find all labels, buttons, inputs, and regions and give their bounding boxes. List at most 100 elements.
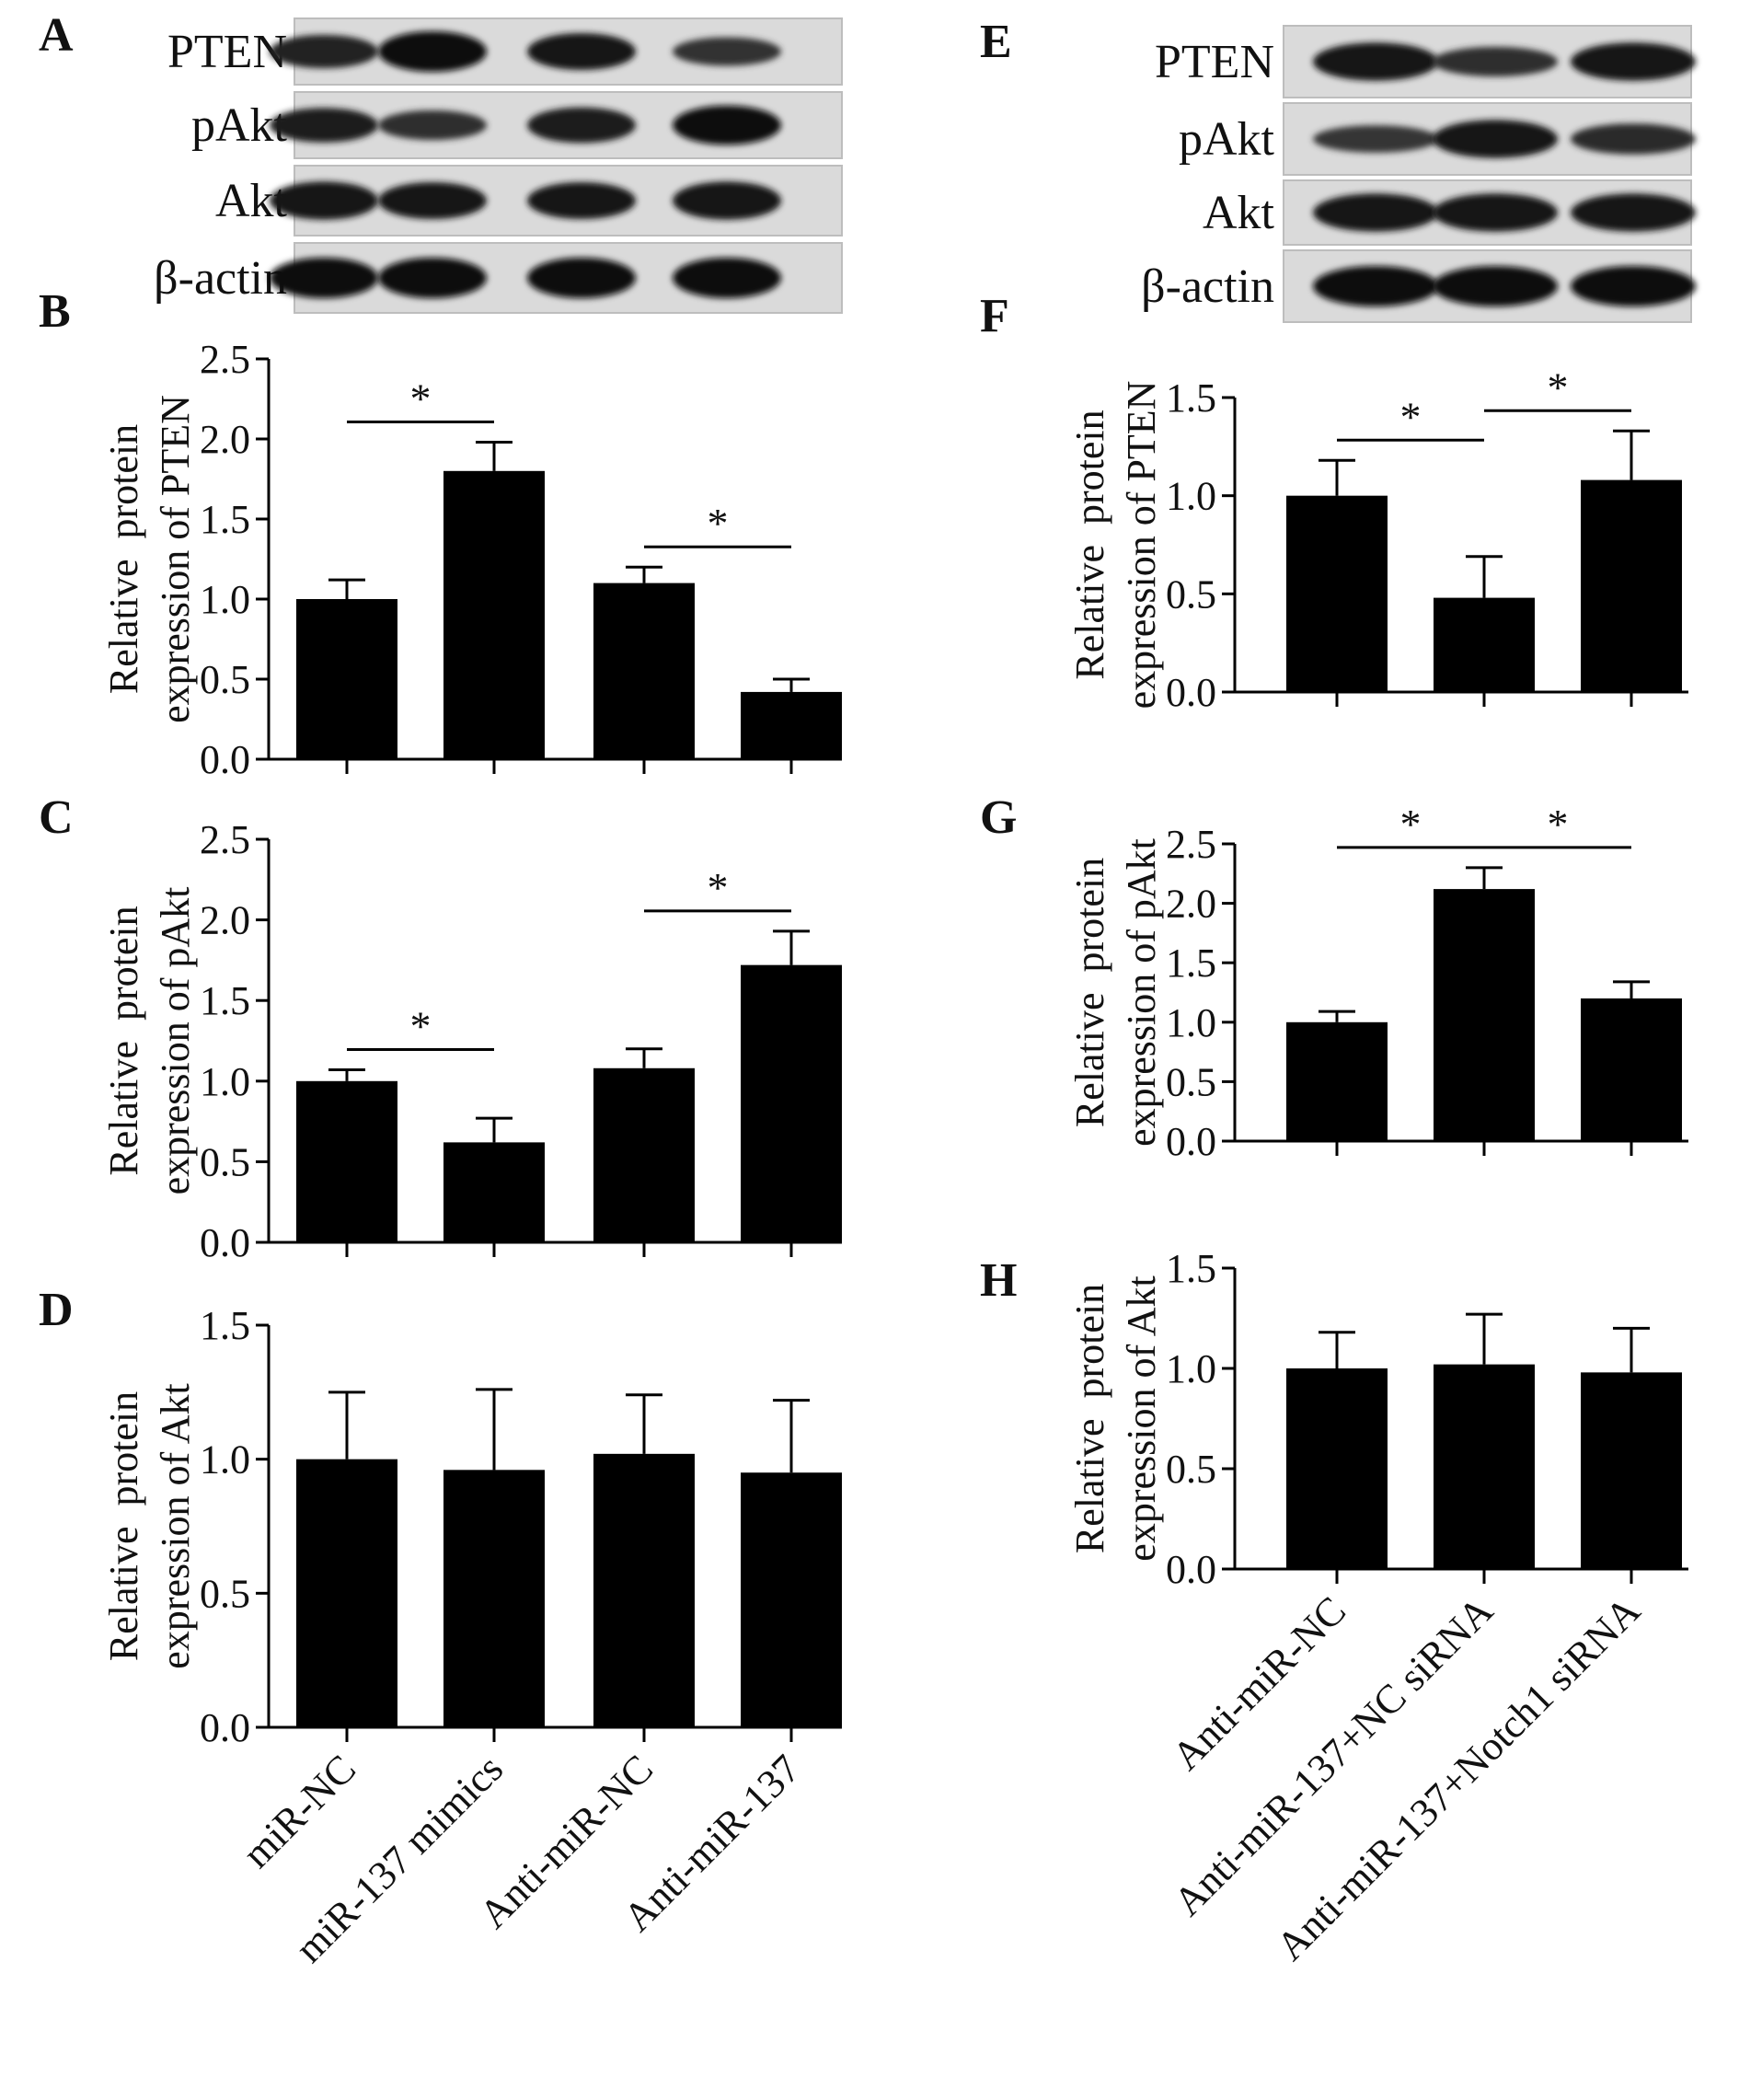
blot-band (1571, 42, 1696, 81)
bar (1434, 889, 1535, 1141)
panel-label-g: G (980, 791, 1017, 844)
bar (296, 599, 397, 759)
significance-marker: * (410, 375, 432, 421)
blot-band (673, 37, 781, 66)
y-tick-label: 0.0 (1166, 670, 1216, 715)
bar (593, 583, 695, 759)
blot-row-label: β-actin (1141, 260, 1274, 313)
bar (1581, 1372, 1682, 1569)
significance-marker: * (708, 500, 729, 547)
bar (1286, 1368, 1388, 1569)
blot-row-label: PTEN (1155, 36, 1274, 88)
blot-band (1433, 193, 1558, 232)
y-tick-label: 2.5 (1166, 822, 1216, 867)
blot-band (1313, 42, 1438, 81)
y-tick-label: 0.0 (1166, 1547, 1216, 1592)
blot-band (378, 110, 487, 141)
y-tick-label: 1.5 (200, 497, 250, 542)
significance-marker: * (1548, 801, 1569, 848)
bar (593, 1453, 695, 1727)
blot-band (270, 258, 378, 298)
bar (1581, 479, 1682, 692)
blot-band (378, 31, 487, 72)
blot-band (673, 105, 781, 145)
y-tick-label: 0.5 (200, 1139, 250, 1184)
blot-band (1433, 46, 1558, 77)
y-axis-label: Relative protein expression of Akt (1067, 1275, 1164, 1561)
bar (741, 964, 842, 1242)
y-tick-label: 0.5 (1166, 1059, 1216, 1104)
blot-band (1571, 123, 1696, 155)
y-tick-label: 0.0 (200, 737, 250, 782)
y-axis-label-line: expression of PTEN (1119, 381, 1164, 710)
y-tick-label: 1.0 (1166, 1000, 1216, 1045)
y-tick-label: 1.0 (200, 1437, 250, 1483)
x-category-label: miR-NC (234, 1746, 364, 1876)
bar (1581, 998, 1682, 1141)
y-axis-label-line: Relative protein (1067, 1284, 1112, 1553)
y-tick-label: 0.0 (1166, 1119, 1216, 1164)
blot-row-label: β-actin (154, 252, 287, 305)
bar (593, 1067, 695, 1242)
bar (1434, 1364, 1535, 1569)
blot-panel-e: PTEN pAkt Akt β-actin (1141, 25, 1696, 323)
blot-band (1433, 120, 1558, 158)
y-tick-label: 1.5 (1166, 940, 1216, 986)
y-axis-label-line: Relative protein (1067, 858, 1112, 1127)
significance-marker: * (410, 1003, 432, 1050)
blot-band (270, 181, 378, 220)
y-axis-label-line: expression of PTEN (153, 395, 198, 723)
y-tick-label: 1.0 (1166, 474, 1216, 519)
y-tick-label: 1.5 (1166, 1246, 1216, 1291)
bar (296, 1080, 397, 1242)
blot-band (527, 181, 636, 220)
y-tick-label: 0.5 (1166, 1447, 1216, 1492)
blot-row-label: Akt (1203, 187, 1275, 239)
y-axis-label-line: expression of Akt (1119, 1275, 1164, 1561)
blot-band (378, 258, 487, 298)
y-tick-label: 0.5 (1166, 571, 1216, 617)
blot-band (527, 258, 636, 298)
significance-marker: * (1548, 363, 1569, 410)
y-axis-label-line: expression of pAkt (1119, 838, 1164, 1147)
y-tick-label: 0.5 (200, 1571, 250, 1616)
blot-band (378, 181, 487, 220)
y-tick-label: 2.5 (200, 337, 250, 382)
blot-band (1571, 193, 1696, 232)
blot-band (1313, 125, 1438, 153)
y-tick-label: 1.5 (200, 1303, 250, 1348)
y-tick-label: 0.0 (200, 1220, 250, 1265)
bar (1286, 495, 1388, 692)
y-axis-label: Relative protein expression of PTEN (1067, 381, 1164, 710)
bar (741, 1472, 842, 1727)
blot-band (673, 181, 781, 220)
panel-label-h: H (980, 1254, 1017, 1307)
y-tick-label: 2.0 (200, 898, 250, 943)
panel-label-c: C (39, 791, 74, 844)
bar (443, 470, 545, 759)
y-axis-label: Relative protein expression of Akt (101, 1383, 198, 1668)
panel-label-d: D (39, 1284, 74, 1336)
significance-marker: * (1400, 801, 1422, 848)
y-tick-label: 1.0 (1166, 1346, 1216, 1391)
panel-label-f: F (980, 290, 1009, 342)
y-tick-label: 0.5 (200, 657, 250, 702)
y-axis-label-line: Relative protein (101, 1391, 146, 1661)
panel-label-a: A (39, 9, 74, 62)
y-tick-label: 2.0 (200, 417, 250, 462)
y-axis-label-line: expression of Akt (153, 1383, 198, 1668)
blot-band (527, 107, 636, 144)
y-axis-label-line: Relative protein (101, 906, 146, 1175)
y-tick-label: 0.0 (200, 1705, 250, 1750)
blot-band (270, 108, 378, 143)
